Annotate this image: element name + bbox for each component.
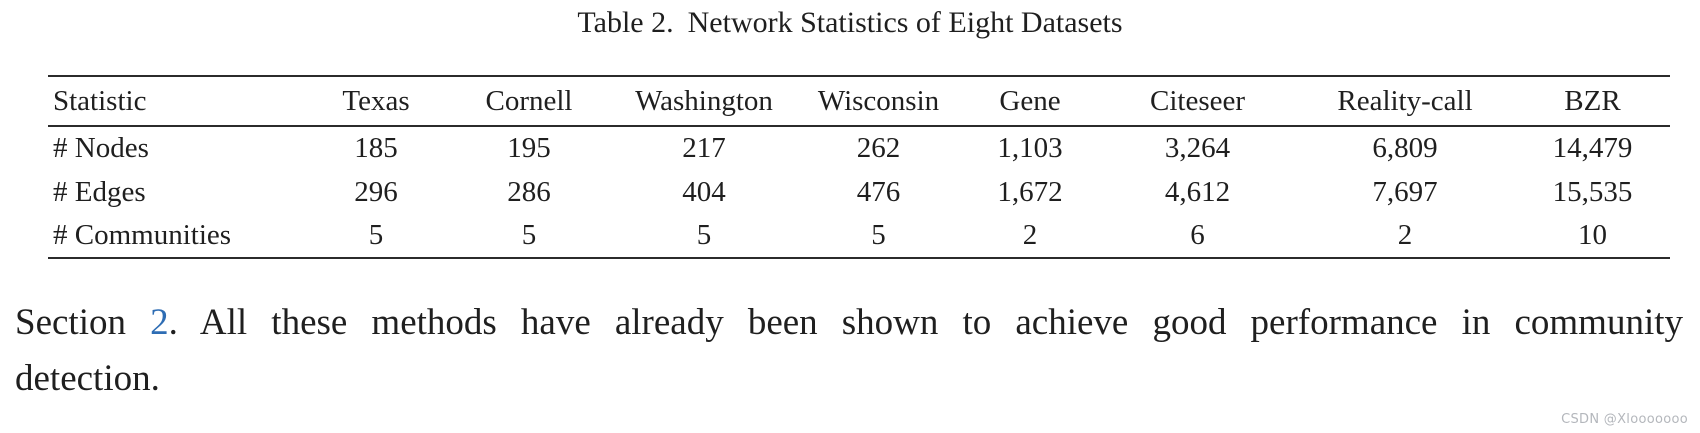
edges-wisconsin: 476	[856, 175, 901, 208]
table-caption: Table 2. Network Statistics of Eight Data…	[0, 6, 1700, 40]
communities-reality-call: 2	[1397, 219, 1413, 251]
edges-texas: 296	[354, 175, 398, 208]
edges-washington: 404	[682, 175, 726, 208]
edges-citeseer: 4,612	[1164, 175, 1231, 208]
col-header-wisconsin: Wisconsin	[797, 76, 960, 127]
col-header-washington: Washington	[611, 76, 797, 127]
communities-washington: 5	[696, 219, 712, 251]
nodes-reality-call: 6,809	[1372, 132, 1438, 164]
col-header-reality-call: Reality-call	[1295, 76, 1515, 127]
table-row-nodes: # Nodes 185 195 217 262 1,103 3,264 6,80…	[48, 126, 1670, 170]
col-header-texas: Texas	[305, 76, 447, 127]
nodes-wisconsin: 262	[856, 132, 901, 164]
nodes-citeseer: 3,264	[1164, 132, 1231, 164]
nodes-washington: 217	[682, 132, 726, 164]
edges-bzr: 15,535	[1552, 175, 1633, 208]
row-label-edges: # Edges	[53, 175, 146, 208]
table-row-edges: # Edges 296 286 404 476 1,672 4,612 7,69…	[48, 170, 1670, 214]
body-text-prefix: Section	[15, 302, 151, 343]
body-text-rest: . All these methods have already been sh…	[168, 302, 1684, 343]
nodes-gene: 1,103	[997, 132, 1063, 164]
col-header-statistic: Statistic	[48, 76, 305, 127]
nodes-cornell: 195	[507, 132, 551, 164]
table-header-row: Statistic Texas Cornell Washington Wisco…	[48, 76, 1670, 127]
communities-bzr: 10	[1578, 219, 1607, 251]
body-paragraph: Section 2. All these methods have alread…	[15, 295, 1683, 407]
nodes-bzr: 14,479	[1552, 132, 1633, 164]
network-statistics-table: Statistic Texas Cornell Washington Wisco…	[48, 75, 1670, 259]
col-header-citeseer: Citeseer	[1100, 76, 1295, 127]
col-header-cornell: Cornell	[447, 76, 611, 127]
table-row-communities: # Communities 5 5 5 5 2 6 2 10	[48, 214, 1670, 258]
edges-reality-call: 7,697	[1372, 175, 1438, 208]
section-reference-link[interactable]: 2	[150, 302, 169, 343]
edges-cornell: 286	[507, 175, 551, 208]
body-line-2: detection.	[15, 358, 160, 399]
table-caption-label: Table 2.	[577, 6, 674, 39]
communities-citeseer: 6	[1190, 219, 1205, 251]
communities-wisconsin: 5	[871, 219, 886, 251]
col-header-bzr: BZR	[1515, 76, 1670, 127]
table-caption-title: Network Statistics of Eight Datasets	[687, 6, 1123, 39]
communities-cornell: 5	[521, 219, 537, 251]
row-label-nodes: # Nodes	[53, 132, 149, 164]
csdn-watermark: CSDN @Xlooooooo	[1561, 412, 1688, 427]
communities-gene: 2	[1022, 219, 1038, 251]
edges-gene: 1,672	[997, 175, 1063, 208]
body-line-1: Section 2. All these methods have alread…	[15, 295, 1683, 351]
nodes-texas: 185	[354, 132, 398, 164]
row-label-communities: # Communities	[53, 219, 232, 251]
col-header-gene: Gene	[960, 76, 1100, 127]
communities-texas: 5	[368, 219, 384, 251]
